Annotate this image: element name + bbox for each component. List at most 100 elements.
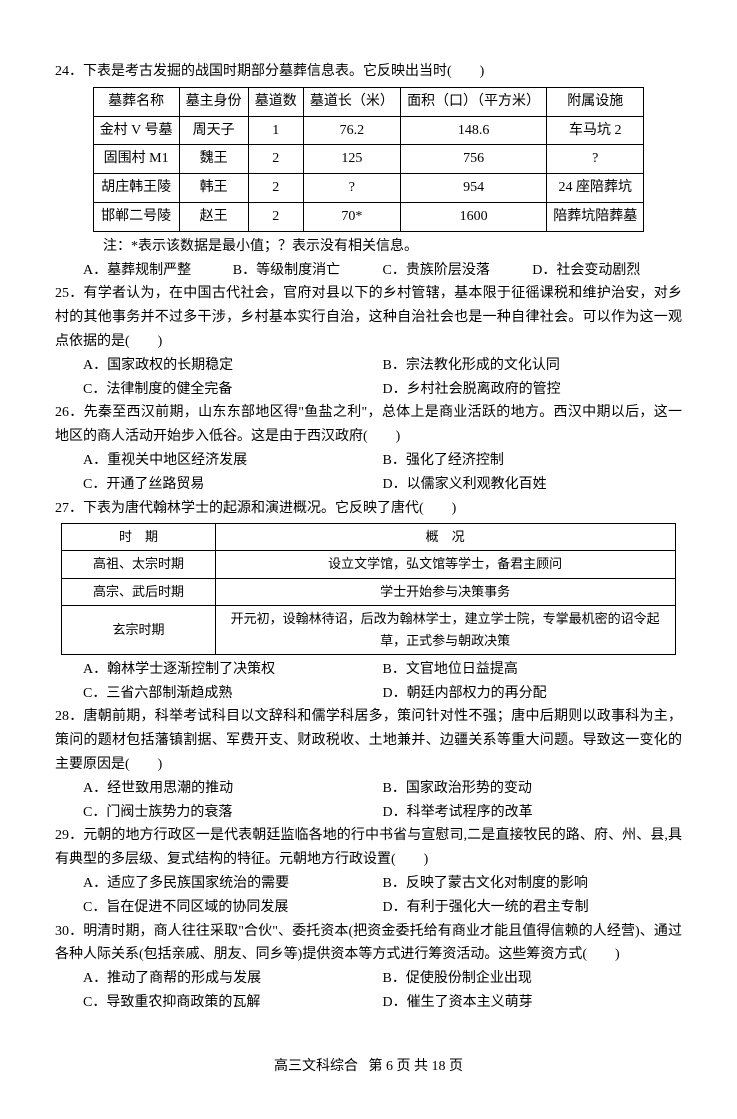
table-cell: 76.2 [303, 116, 400, 145]
table-cell: 2 [248, 145, 303, 174]
q26-stem: 先秦至西汉前期，山东东部地区得"鱼盐之利"，总体上是商业活跃的地方。西汉中期以后… [55, 405, 682, 444]
table-cell: 125 [303, 145, 400, 174]
q29-opt-d: D．有利于强化大一统的君主专制 [383, 896, 683, 920]
question-24: 24．下表是考古发掘的战国时期部分墓葬信息表。它反映出当时( ) [55, 60, 682, 84]
q27-th-0: 时 期 [62, 524, 215, 551]
q26-opt-c: C．开通了丝路贸易 [83, 473, 383, 497]
q26-opt-d: D．以儒家义利观教化百姓 [383, 473, 683, 497]
question-28: 28．唐朝前期，科举考试科目以文辞科和儒学科居多，策问针对性不强；唐中后期则以政… [55, 705, 682, 776]
q24-opt-c: C．贵族阶层没落 [383, 259, 533, 283]
q25-stem: 有学者认为，在中国古代社会，官府对县以下的乡村管辖，基本限于征徭课税和维护治安，… [55, 286, 682, 349]
q30-options: A．推动了商帮的形成与发展 B．促使股份制企业出现 C．导致重农抑商政策的瓦解 … [55, 967, 682, 1015]
q26-num: 26． [55, 405, 84, 420]
q24-th-0: 墓葬名称 [93, 87, 179, 116]
table-cell: 玄宗时期 [62, 605, 215, 654]
q28-opt-d: D．科举考试程序的改革 [383, 801, 683, 825]
q27-opt-d: D．朝廷内部权力的再分配 [383, 682, 683, 706]
q27-opt-c: C．三省六部制渐趋成熟 [83, 682, 383, 706]
table-cell: 周天子 [179, 116, 248, 145]
q24-th-1: 墓主身份 [179, 87, 248, 116]
q29-opt-c: C．旨在促进不同区域的协同发展 [83, 896, 383, 920]
q28-opt-c: C．门阀士族势力的衰落 [83, 801, 383, 825]
q24-th-4: 面积（口）（平方米） [400, 87, 546, 116]
q29-stem: 元朝的地方行政区一是代表朝廷监临各地的行中书省与宣慰司,二是直接牧民的路、府、州… [55, 828, 682, 867]
q25-opt-b: B．宗法教化形成的文化认同 [383, 354, 683, 378]
q29-num: 29． [55, 828, 83, 843]
q25-opt-c: C．法律制度的健全完备 [83, 378, 383, 402]
q30-opt-c: C．导致重农抑商政策的瓦解 [83, 991, 383, 1015]
q24-opt-a: A．墓葬规制严整 [83, 259, 233, 283]
q25-opt-d: D．乡村社会脱离政府的管控 [383, 378, 683, 402]
table-cell: 1 [248, 116, 303, 145]
table-cell: 2 [248, 174, 303, 203]
q24-th-3: 墓道长（米） [303, 87, 400, 116]
q27-opt-a: A．翰林学士逐渐控制了决策权 [83, 658, 383, 682]
footer-prefix: 第 [369, 1059, 387, 1074]
q30-opt-d: D．催生了资本主义萌芽 [383, 991, 683, 1015]
table-cell: 金村 V 号墓 [93, 116, 179, 145]
q28-stem: 唐朝前期，科举考试科目以文辞科和儒学科居多，策问针对性不强；唐中后期则以政事科为… [55, 709, 682, 772]
footer-page: 6 [386, 1059, 393, 1074]
q27-table: 时 期 概 况 高祖、太宗时期 设立文学馆，弘文馆等学士，备君主顾问 高宗、武后… [61, 523, 675, 654]
table-cell: 魏王 [179, 145, 248, 174]
q28-opt-a: A．经世致用思潮的推动 [83, 777, 383, 801]
footer-suffix: 页 [446, 1059, 464, 1074]
q24-options: A．墓葬规制严整 B．等级制度消亡 C．贵族阶层没落 D．社会变动剧烈 [55, 259, 682, 283]
q24-note: 注：*表示该数据是最小值；？表示没有相关信息。 [55, 235, 682, 259]
table-cell: 148.6 [400, 116, 546, 145]
table-cell: 70* [303, 202, 400, 231]
table-cell: 固围村 M1 [93, 145, 179, 174]
table-cell: 胡庄韩王陵 [93, 174, 179, 203]
table-cell: 邯郸二号陵 [93, 202, 179, 231]
q27-stem: 下表为唐代翰林学士的起源和演进概况。它反映了唐代( ) [83, 501, 456, 516]
question-30: 30．明清时期，商人往往采取"合伙"、委托资本(把资金委托给有商业才能且值得信赖… [55, 920, 682, 968]
q26-opt-b: B．强化了经济控制 [383, 449, 683, 473]
table-cell: 车马坑 2 [547, 116, 644, 145]
question-25: 25．有学者认为，在中国古代社会，官府对县以下的乡村管辖，基本限于征徭课税和维护… [55, 282, 682, 353]
q25-num: 25． [55, 286, 84, 301]
table-cell: 1600 [400, 202, 546, 231]
q27-th-1: 概 况 [215, 524, 675, 551]
q27-num: 27． [55, 501, 83, 516]
question-27: 27．下表为唐代翰林学士的起源和演进概况。它反映了唐代( ) [55, 497, 682, 521]
q28-num: 28． [55, 709, 84, 724]
table-cell: 陪葬坑陪葬墓 [547, 202, 644, 231]
table-cell: 高宗、武后时期 [62, 578, 215, 605]
q24-stem: 下表是考古发掘的战国时期部分墓葬信息表。它反映出当时( ) [83, 64, 484, 79]
q30-num: 30． [55, 924, 83, 939]
q25-opt-a: A．国家政权的长期稳定 [83, 354, 383, 378]
q25-options: A．国家政权的长期稳定 B．宗法教化形成的文化认同 C．法律制度的健全完备 D．… [55, 354, 682, 402]
q30-stem: 明清时期，商人往往采取"合伙"、委托资本(把资金委托给有商业才能且值得信赖的人经… [55, 924, 682, 963]
q26-opt-a: A．重视关中地区经济发展 [83, 449, 383, 473]
q29-options: A．适应了多民族国家统治的需要 B．反映了蒙古文化对制度的影响 C．旨在促进不同… [55, 872, 682, 920]
table-cell: ? [547, 145, 644, 174]
table-cell: 开元初，设翰林待诏，后改为翰林学士，建立学士院，专掌最机密的诏令起草，正式参与朝… [215, 605, 675, 654]
q24-opt-d: D．社会变动剧烈 [532, 259, 682, 283]
table-cell: 954 [400, 174, 546, 203]
q29-opt-b: B．反映了蒙古文化对制度的影响 [383, 872, 683, 896]
footer-subject: 高三文科综合 [274, 1059, 358, 1074]
table-cell: ? [303, 174, 400, 203]
q24-num: 24． [55, 64, 83, 79]
q28-opt-b: B．国家政治形势的变动 [383, 777, 683, 801]
question-26: 26．先秦至西汉前期，山东东部地区得"鱼盐之利"，总体上是商业活跃的地方。西汉中… [55, 401, 682, 449]
table-cell: 学士开始参与决策事务 [215, 578, 675, 605]
q24-table: 墓葬名称 墓主身份 墓道数 墓道长（米） 面积（口）（平方米） 附属设施 金村 … [93, 87, 645, 232]
footer-total: 18 [432, 1059, 446, 1074]
table-cell: 高祖、太宗时期 [62, 551, 215, 578]
q24-opt-b: B．等级制度消亡 [233, 259, 383, 283]
table-cell: 2 [248, 202, 303, 231]
page-footer: 高三文科综合 第 6 页 共 18 页 [55, 1055, 682, 1079]
q30-opt-a: A．推动了商帮的形成与发展 [83, 967, 383, 991]
table-cell: 赵王 [179, 202, 248, 231]
footer-mid: 页 共 [393, 1059, 432, 1074]
q24-th-5: 附属设施 [547, 87, 644, 116]
q27-options: A．翰林学士逐渐控制了决策权 B．文官地位日益提高 C．三省六部制渐趋成熟 D．… [55, 658, 682, 706]
table-cell: 韩王 [179, 174, 248, 203]
table-cell: 设立文学馆，弘文馆等学士，备君主顾问 [215, 551, 675, 578]
q28-options: A．经世致用思潮的推动 B．国家政治形势的变动 C．门阀士族势力的衰落 D．科举… [55, 777, 682, 825]
q29-opt-a: A．适应了多民族国家统治的需要 [83, 872, 383, 896]
table-cell: 756 [400, 145, 546, 174]
q27-opt-b: B．文官地位日益提高 [383, 658, 683, 682]
q24-th-2: 墓道数 [248, 87, 303, 116]
